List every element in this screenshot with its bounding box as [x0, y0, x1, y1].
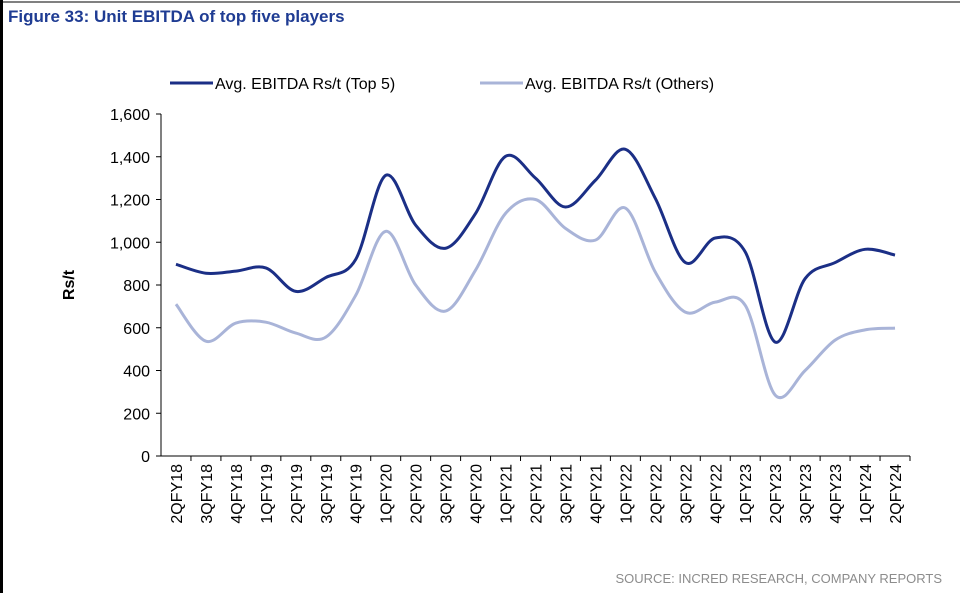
left-border — [0, 0, 3, 593]
x-tick-label: 4QFY21 — [588, 464, 605, 524]
y-tick-label: 1,600 — [110, 107, 150, 124]
source-note: SOURCE: INCRED RESEARCH, COMPANY REPORTS — [616, 571, 943, 586]
x-tick-label: 1QFY23 — [738, 464, 755, 524]
y-tick-label: 200 — [123, 406, 150, 423]
y-tick-label: 1,400 — [110, 150, 150, 167]
x-tick-label: 2QFY20 — [409, 464, 426, 524]
x-tick-label: 4QFY18 — [229, 464, 246, 524]
x-tick-label: 3QFY20 — [439, 464, 456, 524]
x-tick-label: 3QFY19 — [319, 464, 336, 524]
x-tick-label: 4QFY19 — [349, 464, 366, 524]
x-tick-label: 1QFY19 — [259, 464, 276, 524]
y-axis-label: Rs/t — [61, 269, 78, 300]
y-tick-label: 400 — [123, 364, 150, 381]
x-tick-label: 4QFY20 — [469, 464, 486, 524]
y-tick-label: 800 — [123, 278, 150, 295]
x-tick-label: 2QFY24 — [888, 464, 905, 524]
x-tick-label: 2QFY18 — [169, 464, 186, 524]
x-tick-label: 3QFY18 — [199, 464, 216, 524]
x-tick-label: 4QFY22 — [708, 464, 725, 524]
x-tick-label: 2QFY23 — [768, 464, 785, 524]
x-tick-label: 2QFY22 — [648, 464, 665, 524]
x-tick-label: 2QFY19 — [289, 464, 306, 524]
x-tick-label: 1QFY21 — [499, 464, 516, 524]
x-tick-label: 4QFY23 — [828, 464, 845, 524]
y-tick-label: 1,000 — [110, 235, 150, 252]
y-tick-label: 1,200 — [110, 193, 150, 210]
x-tick-label: 3QFY22 — [678, 464, 695, 524]
x-tick-label: 1QFY22 — [618, 464, 635, 524]
series-line — [174, 197, 896, 400]
y-tick-label: 600 — [123, 321, 150, 338]
x-tick-label: 1QFY24 — [858, 464, 875, 524]
chart-title: Figure 33: Unit EBITDA of top five playe… — [8, 7, 345, 26]
legend-label: Avg. EBITDA Rs/t (Others) — [525, 76, 714, 93]
y-tick-label: 0 — [141, 449, 150, 466]
series-line — [175, 147, 896, 344]
x-tick-label: 1QFY20 — [379, 464, 396, 524]
x-tick-label: 2QFY21 — [529, 464, 546, 524]
x-tick-label: 3QFY23 — [798, 464, 815, 524]
legend-label: Avg. EBITDA Rs/t (Top 5) — [215, 76, 395, 93]
x-tick-label: 3QFY21 — [558, 464, 575, 524]
